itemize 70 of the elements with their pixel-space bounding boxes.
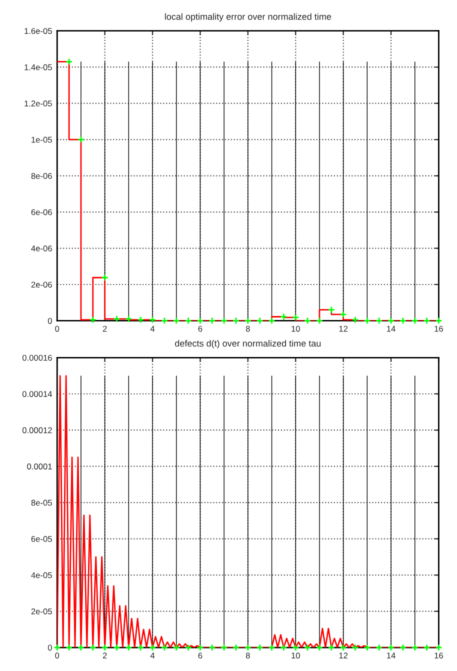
point xyxy=(136,316,144,324)
y-tick-label: 0 xyxy=(48,644,52,651)
y-tick-label: 1e-05 xyxy=(32,136,52,143)
x-tick-label: 16 xyxy=(434,652,443,658)
point xyxy=(148,316,156,324)
point xyxy=(113,315,120,323)
x-tick-label: 12 xyxy=(339,326,348,332)
x-tick-label: 2 xyxy=(102,652,107,658)
point xyxy=(280,313,288,320)
x-tick-label: 8 xyxy=(246,326,250,332)
y-tick-label: 0.00016 xyxy=(22,354,52,361)
x-tick-label: 6 xyxy=(198,326,202,332)
point xyxy=(65,58,73,66)
x-tick-label: 0 xyxy=(55,326,60,332)
y-tick-label: 0.00014 xyxy=(22,391,52,397)
chart-title: defects d(t) over normalized time tau xyxy=(175,340,321,348)
point xyxy=(220,317,228,324)
y-tick-label: 4e-05 xyxy=(31,572,52,578)
x-tick-label: 10 xyxy=(292,652,300,658)
point xyxy=(435,317,442,324)
x-tick-label: 12 xyxy=(339,652,348,658)
point xyxy=(196,317,204,324)
point xyxy=(364,317,371,324)
chart-title: local optimality error over normalized time xyxy=(165,13,332,22)
x-tick-label: 16 xyxy=(434,326,443,332)
y-tick-label: 0 xyxy=(48,318,52,324)
y-tick-label: 4e-06 xyxy=(31,245,52,252)
point xyxy=(399,317,407,324)
point xyxy=(423,317,430,324)
x-tick-label: 0 xyxy=(55,652,60,658)
x-tick-label: 14 xyxy=(387,652,396,658)
x-tick-label: 4 xyxy=(150,652,155,658)
y-tick-label: 1.6e-05 xyxy=(24,28,52,34)
y-tick-label: 2e-06 xyxy=(31,282,52,288)
point xyxy=(292,314,300,322)
x-tick-label: 8 xyxy=(246,652,250,658)
point xyxy=(244,317,252,324)
point xyxy=(387,317,395,324)
y-tick-label: 0.0001 xyxy=(27,464,52,470)
point xyxy=(125,315,132,323)
x-tick-label: 6 xyxy=(198,652,202,658)
point xyxy=(160,317,168,324)
x-tick-label: 14 xyxy=(387,326,396,332)
point xyxy=(89,316,97,324)
y-tick-label: 0.00012 xyxy=(22,427,52,434)
point xyxy=(328,306,336,314)
point xyxy=(232,317,240,324)
point xyxy=(208,317,216,324)
point xyxy=(340,310,347,318)
point xyxy=(172,317,180,324)
point xyxy=(77,136,85,144)
point xyxy=(256,317,264,324)
y-tick-label: 1.4e-05 xyxy=(24,64,52,70)
y-tick-label: 6e-06 xyxy=(31,209,52,216)
point xyxy=(411,317,419,324)
x-tick-label: 10 xyxy=(292,326,300,332)
y-tick-label: 6e-05 xyxy=(31,536,52,542)
y-tick-label: 1.2e-05 xyxy=(24,100,52,106)
y-tick-label: 2e-05 xyxy=(31,608,52,614)
point xyxy=(184,317,192,324)
point xyxy=(304,317,312,324)
x-tick-label: 4 xyxy=(150,326,155,332)
point xyxy=(101,274,108,282)
point xyxy=(375,317,383,324)
x-tick-label: 2 xyxy=(102,326,107,332)
point xyxy=(352,316,359,324)
point xyxy=(268,317,276,324)
point xyxy=(316,317,324,324)
y-tick-label: 8e-05 xyxy=(31,500,52,506)
y-tick-label: 8e-06 xyxy=(31,173,52,179)
